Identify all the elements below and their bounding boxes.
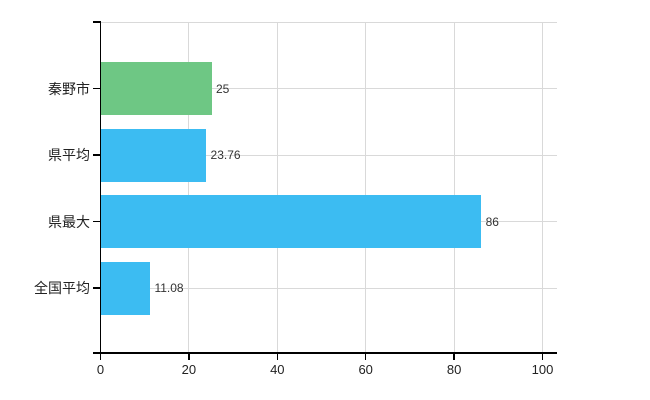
- y-axis-tick: [93, 154, 101, 156]
- x-axis-tick: [276, 353, 279, 360]
- x-axis-tick: [453, 353, 455, 360]
- bar-value-label: 86: [485, 214, 499, 229]
- bar-value-label: 23.76: [210, 148, 241, 162]
- x-axis-tick: [99, 353, 102, 360]
- horizontal-gridline: [100, 154, 557, 156]
- category-label: 県平均: [48, 147, 90, 163]
- bar: [101, 195, 482, 248]
- x-axis-tick-label: 80: [446, 362, 462, 377]
- vertical-gridline: [542, 22, 543, 353]
- x-axis-tick: [541, 353, 544, 360]
- x-axis-tick: [364, 353, 367, 360]
- x-axis-tick-label: 60: [358, 362, 373, 377]
- horizontal-gridline: [100, 88, 557, 89]
- y-axis-tick: [93, 21, 101, 23]
- horizontal-gridline: [100, 287, 557, 289]
- vertical-gridline: [276, 22, 278, 353]
- bar: [101, 261, 150, 315]
- y-axis-line: [99, 22, 101, 353]
- bar-value-label: 25: [216, 81, 230, 96]
- x-axis-tick-label: 100: [531, 362, 554, 377]
- x-axis-tick-label: 0: [96, 362, 105, 377]
- x-axis-line: [93, 352, 557, 354]
- y-axis-tick: [93, 287, 101, 289]
- category-label: 秦野市: [48, 80, 90, 97]
- y-axis-tick: [93, 220, 101, 223]
- bar: [101, 128, 207, 182]
- category-label: 全国平均: [34, 280, 90, 296]
- bar-value-label: 11.08: [154, 281, 184, 295]
- x-axis-tick-label: 20: [181, 362, 197, 377]
- vertical-gridline: [453, 22, 455, 353]
- vertical-gridline: [188, 22, 190, 353]
- category-label: 県最大: [48, 213, 90, 230]
- vertical-gridline: [365, 22, 367, 353]
- x-axis-tick: [188, 353, 190, 360]
- x-axis-tick-label: 40: [270, 362, 285, 377]
- plot-top-border: [100, 21, 557, 23]
- y-axis-tick: [93, 87, 101, 90]
- bar: [101, 62, 212, 115]
